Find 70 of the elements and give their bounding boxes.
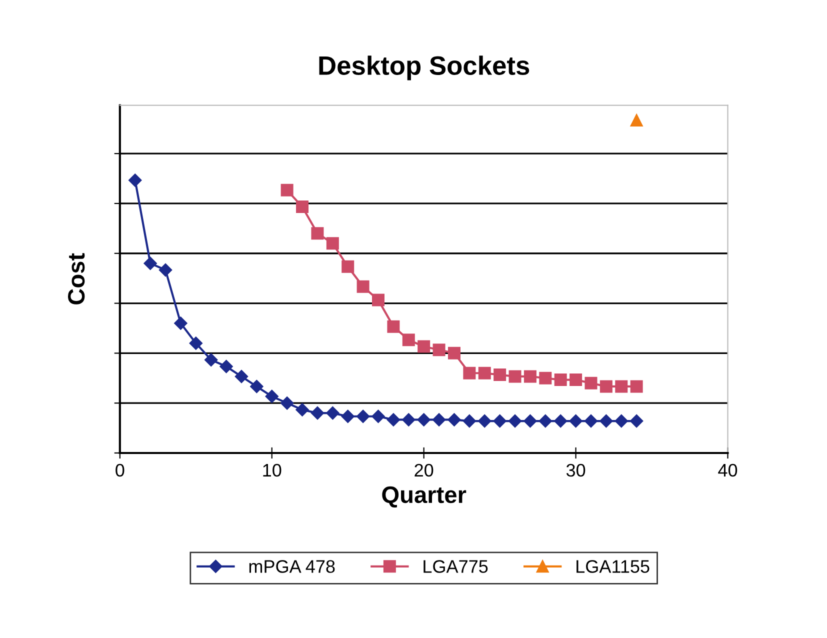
- point: [478, 366, 491, 380]
- legend-label: LGA1155: [576, 560, 650, 573]
- x-axis-title: Quarter: [382, 486, 466, 508]
- point: [250, 380, 264, 394]
- point: [204, 353, 218, 366]
- point: [462, 414, 476, 428]
- point: [448, 413, 461, 426]
- point: [524, 370, 536, 383]
- point: [296, 403, 309, 416]
- x-tick-label: 10: [263, 464, 282, 477]
- point: [615, 380, 628, 393]
- point: [387, 320, 400, 333]
- point: [128, 174, 142, 187]
- point: [280, 184, 294, 196]
- point: [478, 414, 492, 428]
- point: [493, 414, 506, 428]
- point: [310, 406, 324, 420]
- point: [220, 360, 233, 374]
- point: [539, 372, 552, 384]
- point: [402, 334, 415, 346]
- point: [280, 396, 294, 410]
- point: [341, 410, 354, 423]
- point: [614, 414, 628, 428]
- point: [189, 336, 202, 350]
- point: [600, 414, 613, 428]
- point: [570, 374, 582, 386]
- x-tick-label: 40: [718, 464, 738, 477]
- point: [386, 413, 400, 426]
- point: [326, 406, 340, 420]
- legend-label: LGA775: [424, 560, 488, 573]
- point: [494, 368, 506, 382]
- point: [524, 414, 537, 428]
- point: [265, 390, 278, 404]
- point: [554, 374, 567, 386]
- point: [234, 370, 248, 384]
- point: [448, 346, 460, 360]
- point: [296, 200, 309, 214]
- legend-label: mPGA 478: [249, 560, 335, 573]
- point: [418, 340, 430, 353]
- point: [372, 410, 385, 423]
- point: [630, 114, 643, 127]
- point: [432, 344, 446, 356]
- point: [144, 256, 157, 270]
- point: [600, 380, 612, 393]
- point: [174, 316, 188, 330]
- x-tick-label: 0: [116, 464, 124, 477]
- x-tick-label: 20: [414, 464, 434, 477]
- point: [342, 260, 354, 273]
- point: [584, 414, 598, 428]
- point: [402, 413, 416, 426]
- point: [508, 370, 522, 383]
- x-tick-label: 30: [566, 464, 586, 477]
- point: [417, 413, 430, 426]
- point: [326, 237, 339, 250]
- point: [584, 376, 598, 390]
- point: [554, 414, 568, 428]
- point: [569, 414, 582, 428]
- point: [630, 380, 643, 393]
- point: [432, 413, 446, 426]
- point: [538, 414, 552, 428]
- point: [463, 366, 476, 380]
- point: [158, 263, 172, 277]
- y-axis-title: Cost: [68, 253, 85, 304]
- chart-title: Desktop Sockets: [319, 56, 530, 80]
- point: [356, 280, 370, 293]
- point: [356, 410, 370, 423]
- point: [311, 227, 324, 240]
- point: [630, 414, 644, 428]
- point: [508, 414, 522, 428]
- point: [372, 294, 384, 306]
